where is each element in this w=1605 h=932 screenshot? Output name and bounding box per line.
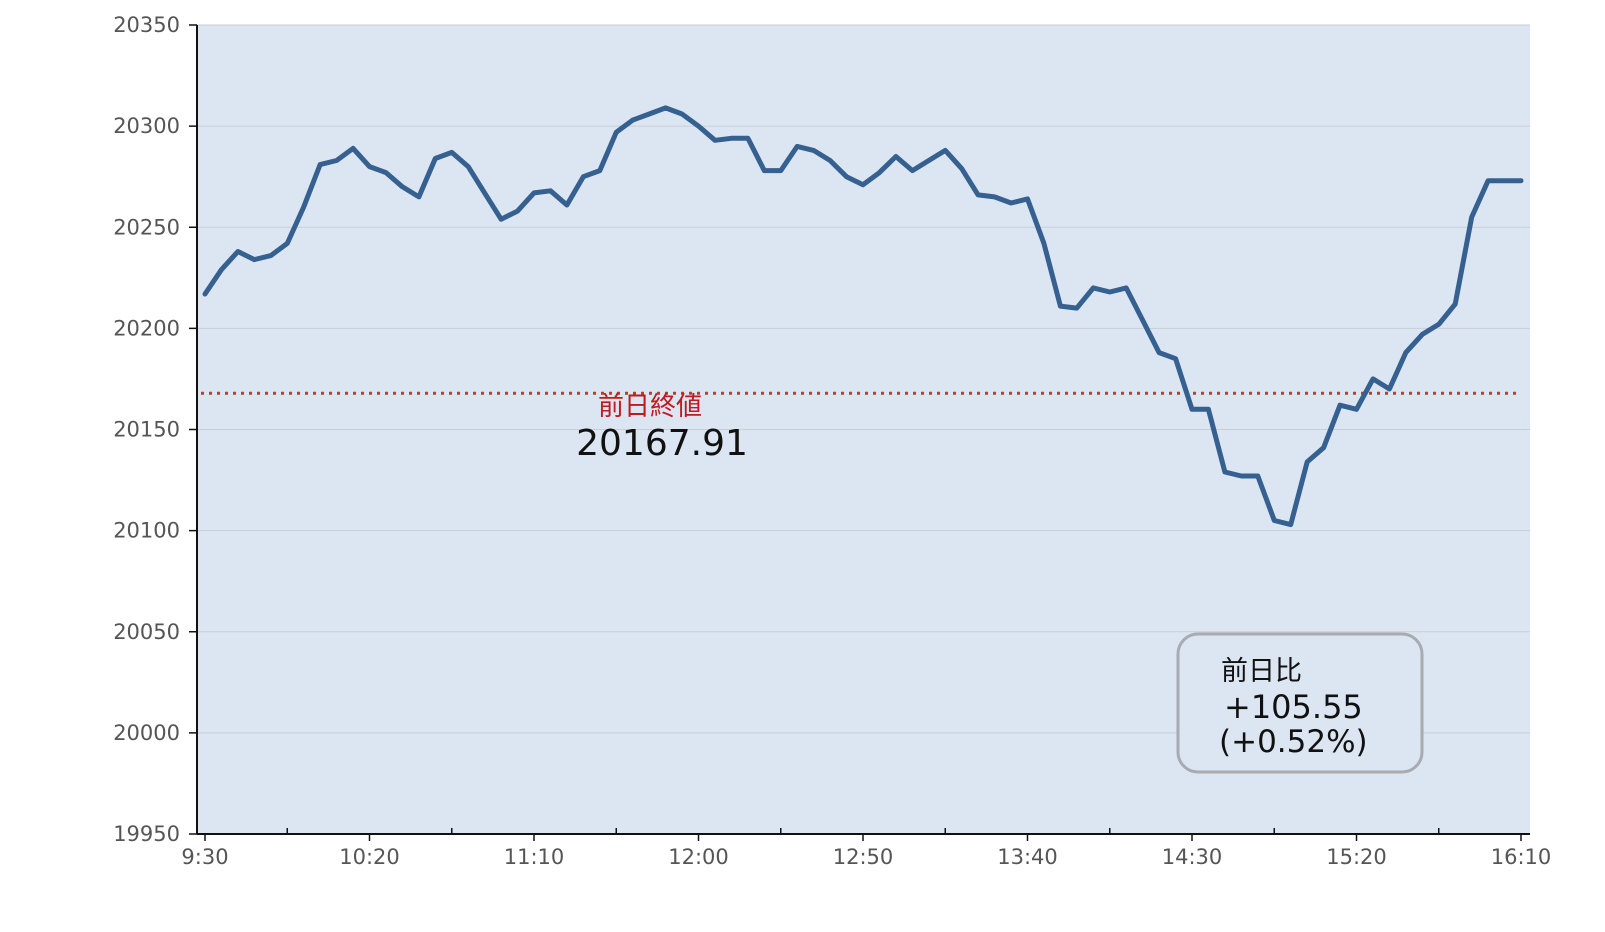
previous-close-label: 前日終値 [598, 392, 702, 422]
x-axis-ticks: 9:30 10:20 11:10 12:00 12:50 13:40 14:30 15:20 1… [181, 828, 1551, 869]
x-tick-label: 10:20 [339, 845, 400, 869]
x-tick-label: 13:40 [997, 845, 1058, 869]
grid-lines [197, 24, 1530, 734]
x-tick-label: 12:50 [833, 845, 894, 869]
y-tick-label: 20250 [113, 215, 180, 239]
y-tick-label: 19950 [113, 822, 180, 846]
y-tick-label: 20200 [113, 316, 180, 340]
y-tick-label: 20000 [113, 721, 180, 745]
axes [196, 25, 1530, 835]
y-tick-label: 20150 [113, 418, 180, 442]
y-tick-label: 20300 [113, 114, 180, 138]
x-tick-label: 14:30 [1162, 845, 1223, 869]
x-tick-label: 16:10 [1491, 845, 1552, 869]
y-tick-label: 20050 [113, 620, 180, 644]
y-tick-label: 20350 [113, 13, 180, 37]
change-box-amount: +105.55 [1224, 688, 1363, 726]
series-line [202, 105, 1524, 528]
y-axis-ticks: 19950 20000 20050 20100 20150 20200 20250 20300… [113, 13, 197, 846]
x-tick-label: 9:30 [181, 845, 228, 869]
x-tick-label: 12:00 [668, 845, 729, 869]
change-box-percent: (+0.52%) [1219, 724, 1368, 760]
x-tick-label: 11:10 [504, 845, 565, 869]
change-box-label: 前日比 [1221, 656, 1302, 687]
y-tick-label: 20100 [113, 519, 180, 543]
change-box: 前日比 +105.55 (+0.52%) [1176, 632, 1424, 774]
previous-close-value: 20167.91 [576, 423, 748, 464]
x-tick-label: 15:20 [1326, 845, 1387, 869]
change-box-frame [1176, 632, 1424, 774]
